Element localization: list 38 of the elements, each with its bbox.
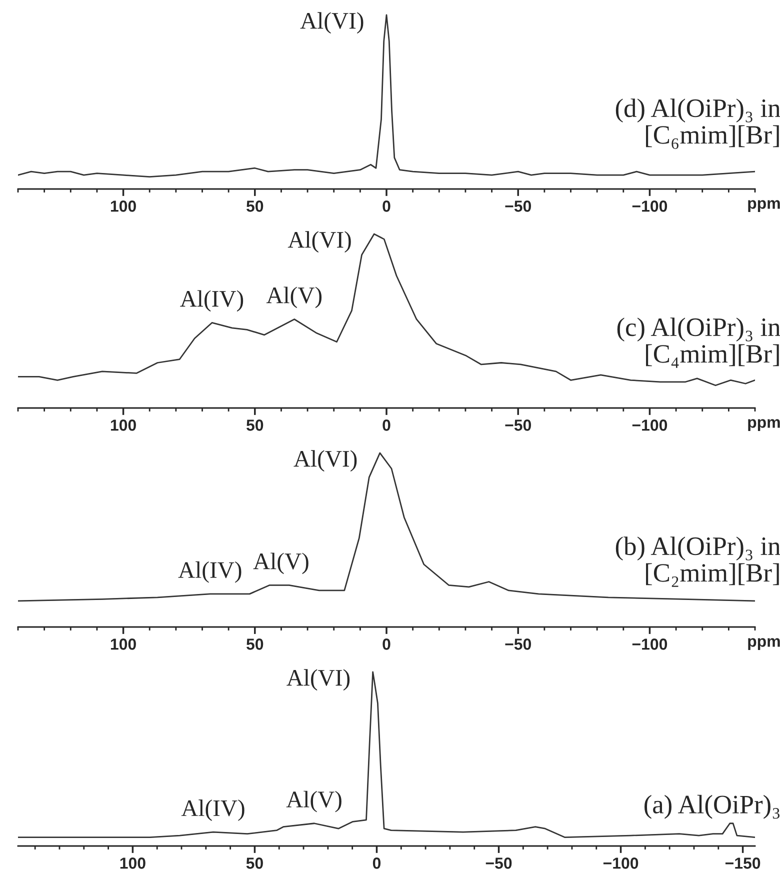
x-tick-label: 100 bbox=[110, 420, 136, 431]
x-tick-label: −50 bbox=[505, 638, 531, 650]
text: (a) Al(OiPr)₃ bbox=[644, 794, 780, 819]
x-tick-label: 0 bbox=[382, 200, 390, 212]
x-tick-label: 50 bbox=[246, 420, 264, 431]
annotation: Al(VI) bbox=[288, 231, 351, 253]
x-tick-label: 0 bbox=[372, 858, 381, 869]
x-tick-label: 100 bbox=[120, 858, 146, 869]
x-tick-label: 50 bbox=[246, 638, 264, 650]
annotation: Al(IV) bbox=[181, 800, 244, 821]
text: (b) Al(OiPr)₃ in [C₂mim][Br] bbox=[616, 536, 780, 587]
x-axis-title: ppm bbox=[748, 419, 780, 432]
x-tick-label: −100 bbox=[632, 420, 668, 431]
x-tick-label: −50 bbox=[505, 420, 531, 431]
x-tick-label: −100 bbox=[603, 858, 638, 869]
annotation: Al(V) bbox=[253, 552, 308, 574]
x-tick-label: −150 bbox=[725, 858, 760, 869]
x-tick-label: 0 bbox=[382, 638, 390, 650]
text: (c) Al(OiPr)₃ in [C₄mim][Br] bbox=[617, 318, 780, 368]
annotation: Al(V) bbox=[266, 286, 322, 308]
annotation: Al(VI) bbox=[286, 669, 350, 691]
annotation: Al(VI) bbox=[294, 450, 357, 472]
x-tick-label: 100 bbox=[110, 638, 136, 650]
x-tick-label: 100 bbox=[110, 200, 136, 212]
x-tick-label: −50 bbox=[505, 200, 531, 212]
x-tick-label: −100 bbox=[632, 200, 668, 212]
x-tick-label: 50 bbox=[246, 200, 264, 212]
text: (d) Al(OiPr)₃ in [C₆mim][Br] bbox=[616, 98, 780, 150]
x-tick-label: −50 bbox=[486, 858, 512, 869]
annotation: Al(V) bbox=[286, 790, 342, 812]
x-tick-label: 50 bbox=[246, 858, 263, 869]
x-axis-title: ppm bbox=[748, 638, 780, 650]
annotation: Al(IV) bbox=[180, 290, 244, 312]
annotation: Al(IV) bbox=[178, 561, 242, 583]
annotation: Al(VI) bbox=[300, 12, 364, 34]
x-axis-title: ppm bbox=[748, 200, 780, 212]
x-tick-label: −100 bbox=[632, 638, 668, 650]
x-tick-label: 0 bbox=[382, 420, 390, 431]
